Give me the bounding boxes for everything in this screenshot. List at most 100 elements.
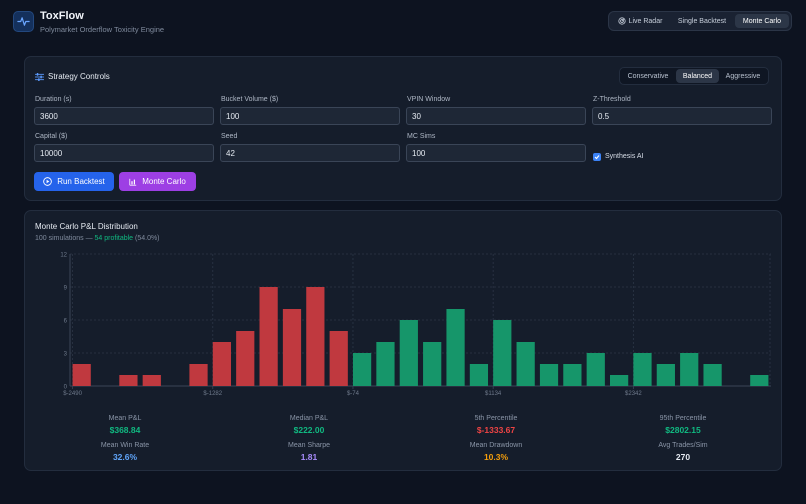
app-title: ToxFlow <box>40 10 84 22</box>
histogram-bar <box>72 364 91 386</box>
y-tick-label: 9 <box>64 286 68 292</box>
histogram-bar <box>399 320 418 386</box>
mc-sims-input[interactable]: 100 <box>406 144 586 162</box>
bar-chart-icon <box>129 178 137 186</box>
histogram-bar <box>119 375 138 386</box>
stat-value-mean-sharpe: 1.81 <box>300 452 318 462</box>
stat-value-mean-pnl: $368.84 <box>109 425 141 435</box>
histogram-bar <box>446 309 465 386</box>
vpin-window-label: VPIN Window <box>407 96 451 103</box>
preset-balanced[interactable]: Balanced <box>676 69 719 83</box>
synthesis-checkbox[interactable] <box>593 153 601 161</box>
histogram-bar <box>563 364 582 386</box>
tab-monte-carlo-label: Monte Carlo <box>742 17 782 25</box>
mc-sims-label: MC Sims <box>407 133 436 140</box>
x-tick-label: $-74 <box>347 391 360 397</box>
histogram-bar <box>703 364 722 386</box>
histogram-bar <box>469 364 489 386</box>
stat-label-median-pnl: Median P&L <box>289 415 329 422</box>
preset-aggressive[interactable]: Aggressive <box>725 72 761 80</box>
histogram-bar <box>142 375 161 386</box>
duration-input[interactable]: 3600 <box>34 107 214 125</box>
stat-value-95th-percentile: $2802.15 <box>665 425 701 435</box>
capital-input[interactable]: 10000 <box>34 144 214 162</box>
histogram-bar <box>259 287 278 386</box>
radar-icon <box>617 17 626 25</box>
stat-label-mean-drawdown: Mean Drawdown <box>469 442 523 449</box>
vpin-window-input[interactable]: 30 <box>406 107 586 125</box>
x-tick-label: $-2490 <box>63 391 82 397</box>
stat-label-mean-win-rate: Mean Win Rate <box>100 442 150 449</box>
histogram-bar <box>352 353 372 386</box>
stat-label-95th-percentile: 95th Percentile <box>659 415 707 422</box>
y-tick-label: 12 <box>60 253 67 259</box>
preset-switcher: Conservative Balanced Aggressive <box>619 67 769 85</box>
capital-label: Capital ($) <box>35 133 68 140</box>
controls-title: Strategy Controls <box>48 72 110 81</box>
histogram-bar <box>610 375 629 386</box>
histogram-bar <box>212 342 231 386</box>
histogram-bar <box>633 353 652 386</box>
strategy-controls-panel: Strategy Controls Conservative Balanced … <box>24 56 782 201</box>
preset-conservative[interactable]: Conservative <box>627 72 669 80</box>
profitable-percent: (54.0%) <box>133 235 160 242</box>
tab-live-radar-label: Live Radar <box>628 17 663 25</box>
monte-carlo-button[interactable]: Monte Carlo <box>119 172 196 191</box>
pulse-icon <box>17 17 30 26</box>
y-tick-label: 0 <box>64 385 68 391</box>
play-icon <box>43 177 53 186</box>
synthesis-label: Synthesis AI <box>605 153 644 160</box>
histogram-bar <box>282 309 302 386</box>
histogram-bar <box>586 353 605 386</box>
run-backtest-button[interactable]: Run Backtest <box>34 172 114 191</box>
stat-value-median-pnl: $222.00 <box>293 425 325 435</box>
bucket-volume-label: Bucket Volume ($) <box>221 96 279 103</box>
app-subtitle: Polymarket Orderflow Toxicity Engine <box>40 25 165 34</box>
results-panel: Monte Carlo P&L Distribution 100 simulat… <box>24 210 782 471</box>
tab-live-radar[interactable]: Live Radar <box>611 14 669 28</box>
stat-value-mean-win-rate: 32.6% <box>112 452 138 462</box>
check-icon <box>594 155 600 160</box>
histogram-bar <box>329 331 348 386</box>
stat-label-5th-percentile: 5th Percentile <box>474 415 518 422</box>
tab-single-backtest-label: Single Backtest <box>677 17 727 25</box>
bucket-volume-input[interactable]: 100 <box>220 107 400 125</box>
seed-input[interactable]: 42 <box>220 144 400 162</box>
histogram-bar <box>539 364 559 386</box>
histogram-bar <box>680 353 699 386</box>
pnl-histogram: 0 3 6 9 12 $-2490 $-1282 $-74 $1134 $2342 <box>60 253 771 397</box>
profitable-count: 54 profitable <box>94 235 134 242</box>
x-tick-label: $1134 <box>485 391 502 397</box>
stat-value-avg-trades: 270 <box>675 452 691 462</box>
tab-single-backtest[interactable]: Single Backtest <box>671 14 733 28</box>
y-tick-label: 3 <box>64 352 68 358</box>
histogram-bar <box>423 342 442 386</box>
sim-count-text: 100 simulations — <box>35 235 95 242</box>
stat-value-mean-drawdown: 10.3% <box>483 452 509 462</box>
histogram-bar <box>306 287 325 386</box>
histogram-bar <box>376 342 395 386</box>
chart-subtitle: 100 simulations — 54 profitable (54.0%) <box>35 235 160 242</box>
sliders-icon <box>35 73 44 81</box>
z-threshold-label: Z-Threshold <box>593 96 631 103</box>
histogram-bar <box>236 331 255 386</box>
z-threshold-input[interactable]: 0.5 <box>592 107 772 125</box>
app-header: ToxFlow Polymarket Orderflow Toxicity En… <box>0 0 806 44</box>
mode-switcher: Live Radar Single Backtest Monte Carlo <box>608 11 792 31</box>
stat-label-avg-trades: Avg Trades/Sim <box>658 442 708 449</box>
duration-label: Duration (s) <box>35 96 72 103</box>
x-tick-label: $-1282 <box>203 391 222 397</box>
stat-value-5th-percentile: $-1333.67 <box>476 425 516 435</box>
logo <box>13 11 34 32</box>
x-tick-label: $2342 <box>625 391 642 397</box>
monte-carlo-button-label: Monte Carlo <box>142 177 186 186</box>
histogram-bar <box>516 342 535 386</box>
histogram-bar <box>189 364 208 386</box>
stat-label-mean-sharpe: Mean Sharpe <box>287 442 331 449</box>
histogram-bar <box>656 364 675 386</box>
chart-title: Monte Carlo P&L Distribution <box>35 222 138 231</box>
stat-label-mean-pnl: Mean P&L <box>108 415 142 422</box>
histogram-bar <box>750 375 769 386</box>
run-backtest-label: Run Backtest <box>57 177 105 186</box>
tab-monte-carlo[interactable]: Monte Carlo <box>735 14 789 28</box>
